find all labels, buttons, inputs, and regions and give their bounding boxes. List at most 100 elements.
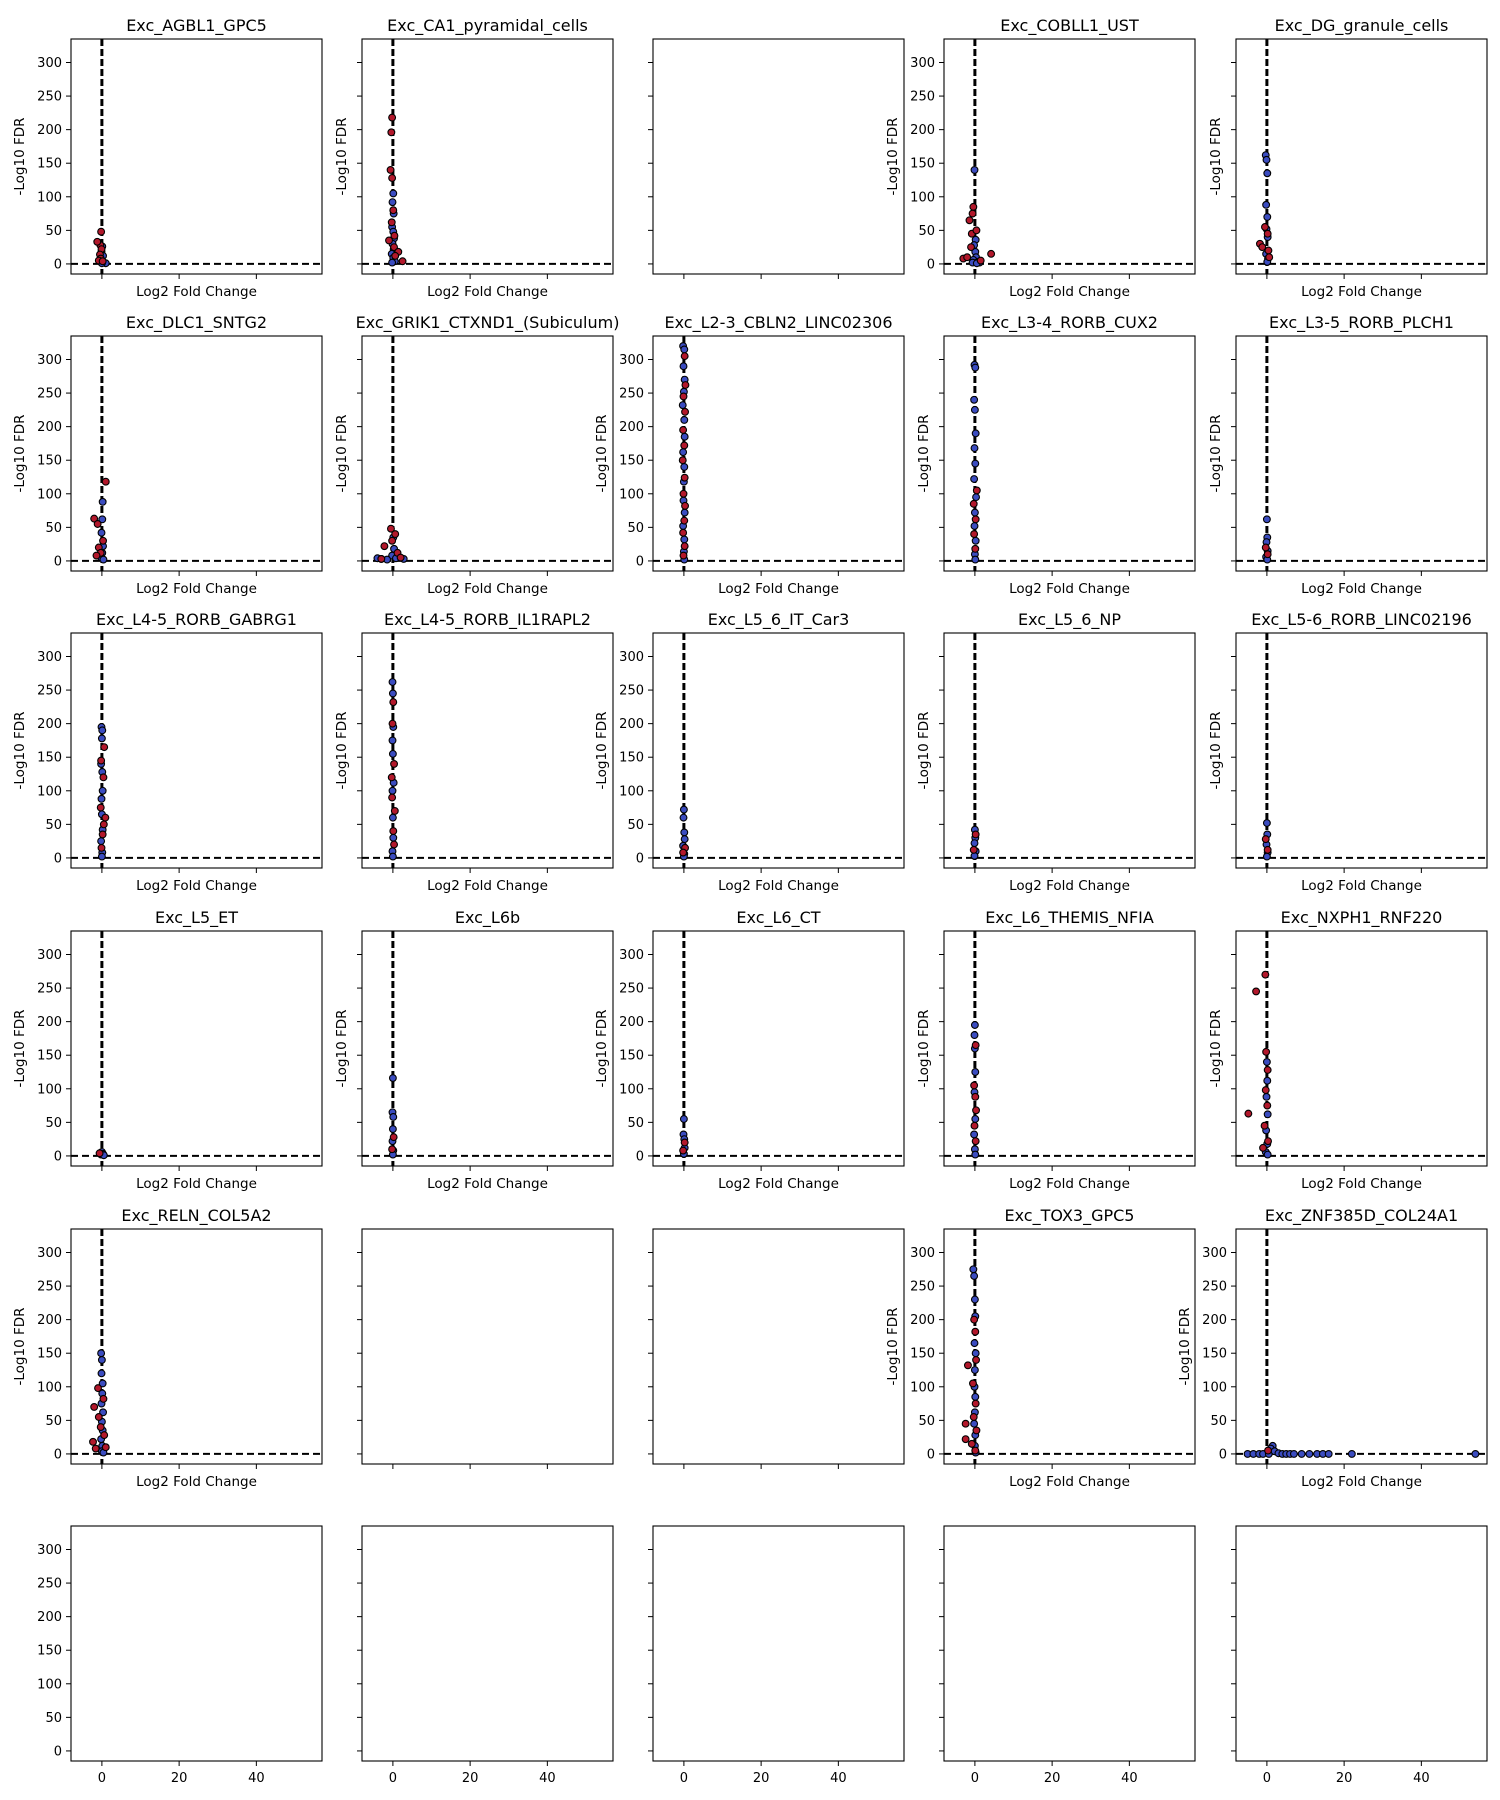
x-axis-label: Log2 Fold Change [1301,1176,1422,1192]
plot-area [944,39,1195,274]
point-down [970,1339,979,1348]
panel-title: Exc_L4-5_RORB_GABRG1 [96,610,297,630]
point-down [970,522,979,530]
point-down [388,736,397,745]
x-axis-label: Log2 Fold Change [136,878,257,894]
point-down [1471,1449,1480,1458]
point-up [98,257,107,266]
point-down [1347,1449,1356,1458]
y-axis-label: -Log10 FDR [334,118,350,196]
point-up [972,226,981,235]
x-tick-label: 0 [1263,1771,1271,1786]
data-points [388,1074,398,1159]
point-down [1324,1449,1333,1458]
point-up [968,209,977,218]
plot-area [944,336,1195,571]
point-up [96,1423,105,1432]
point-up [972,1426,981,1435]
axes-frame [943,1228,1196,1465]
y-tick-label: 200 [37,717,62,732]
plot-area [1236,39,1487,274]
axes-frame [70,930,323,1167]
axes-frame [70,335,323,572]
y-tick-label: 300 [1202,1246,1227,1261]
y-axis-label: -Log10 FDR [885,118,901,196]
point-down [98,786,107,795]
point-up [972,1106,981,1115]
x-axis-label: Log2 Fold Change [718,1176,839,1192]
x-tick-label: 40 [248,1771,265,1786]
point-up [387,218,396,227]
y-tick-label: 0 [636,554,644,569]
point-up [1244,1109,1253,1118]
axes-frame [361,930,614,1167]
panel-exc_nxph1_rnf220: Exc_NXPH1_RNF220 Log2 Fold Change -Log10 F… [1208,908,1488,1192]
panel-exc_l3-5_rorb_plch1: Exc_L3-5_RORB_PLCH1 Log2 Fold Change -Log1… [1208,313,1488,597]
panel-title: Exc_GRIK1_CTXND1_(Subiculum) [356,313,620,333]
point-up [1264,1137,1273,1146]
y-tick-label: 50 [627,818,644,833]
point-up [387,524,395,533]
point-up [391,251,400,260]
point-up [965,216,974,225]
y-tick-label: 0 [54,1149,62,1164]
point-down [680,462,689,471]
x-axis-label: Log2 Fold Change [1009,581,1130,597]
y-tick-label: 100 [37,1082,62,1097]
point-up [1261,835,1270,844]
point-down [389,1113,398,1121]
panel-title: Exc_ZNF385D_COL24A1 [1265,1206,1458,1226]
point-up [680,1138,689,1147]
plot-area [653,336,904,571]
y-tick-label: 0 [54,1744,62,1759]
y-axis-label: -Log10 FDR [12,1308,28,1386]
point-up [680,352,689,361]
point-down [388,786,397,795]
axes-frame [1235,335,1488,572]
panel-title: Exc_DG_granule_cells [1275,16,1449,36]
y-tick-label: 250 [37,90,62,105]
y-tick-label: 50 [45,1116,62,1131]
y-tick-label: 200 [619,1015,644,1030]
y-tick-label: 300 [37,1543,62,1558]
y-tick-label: 150 [910,1347,935,1362]
point-up [1261,970,1270,979]
point-up [976,256,985,265]
x-axis-label: Log2 Fold Change [1301,878,1422,894]
data-points [969,825,980,860]
point-up [93,520,102,528]
data-points [1255,151,1274,266]
point-up [1263,1066,1272,1074]
axes-frame [361,1525,614,1762]
point-up [681,381,690,389]
panel-exc_l3-4_rorb_cux2: Exc_L3-4_RORB_CUX2 Log2 Fold Change -Log10… [916,313,1196,597]
point-down [680,508,689,517]
y-tick-label: 100 [1202,1380,1227,1395]
point-down [97,1355,106,1364]
point-up [1262,1047,1271,1056]
point-down [972,493,981,502]
point-down [97,837,106,846]
point-down [1262,200,1271,209]
plot-area [1236,1526,1487,1761]
y-tick-label: 50 [45,1414,62,1429]
point-up [380,542,389,551]
point-up [388,536,397,545]
axes-frame [70,632,323,869]
point-down [388,678,397,686]
plot-area [362,39,613,274]
point-up [1263,1101,1272,1110]
point-up [90,1402,99,1411]
plot-area [1236,633,1487,868]
point-up [961,1435,970,1444]
point-down [679,813,688,822]
point-down [970,165,979,174]
y-tick-label: 100 [37,1380,62,1395]
point-up [387,128,396,137]
point-up [100,743,109,752]
point-up [969,1379,977,1388]
x-axis-label: Log2 Fold Change [427,878,548,894]
axes-frame [70,1228,323,1465]
point-up [680,516,689,525]
